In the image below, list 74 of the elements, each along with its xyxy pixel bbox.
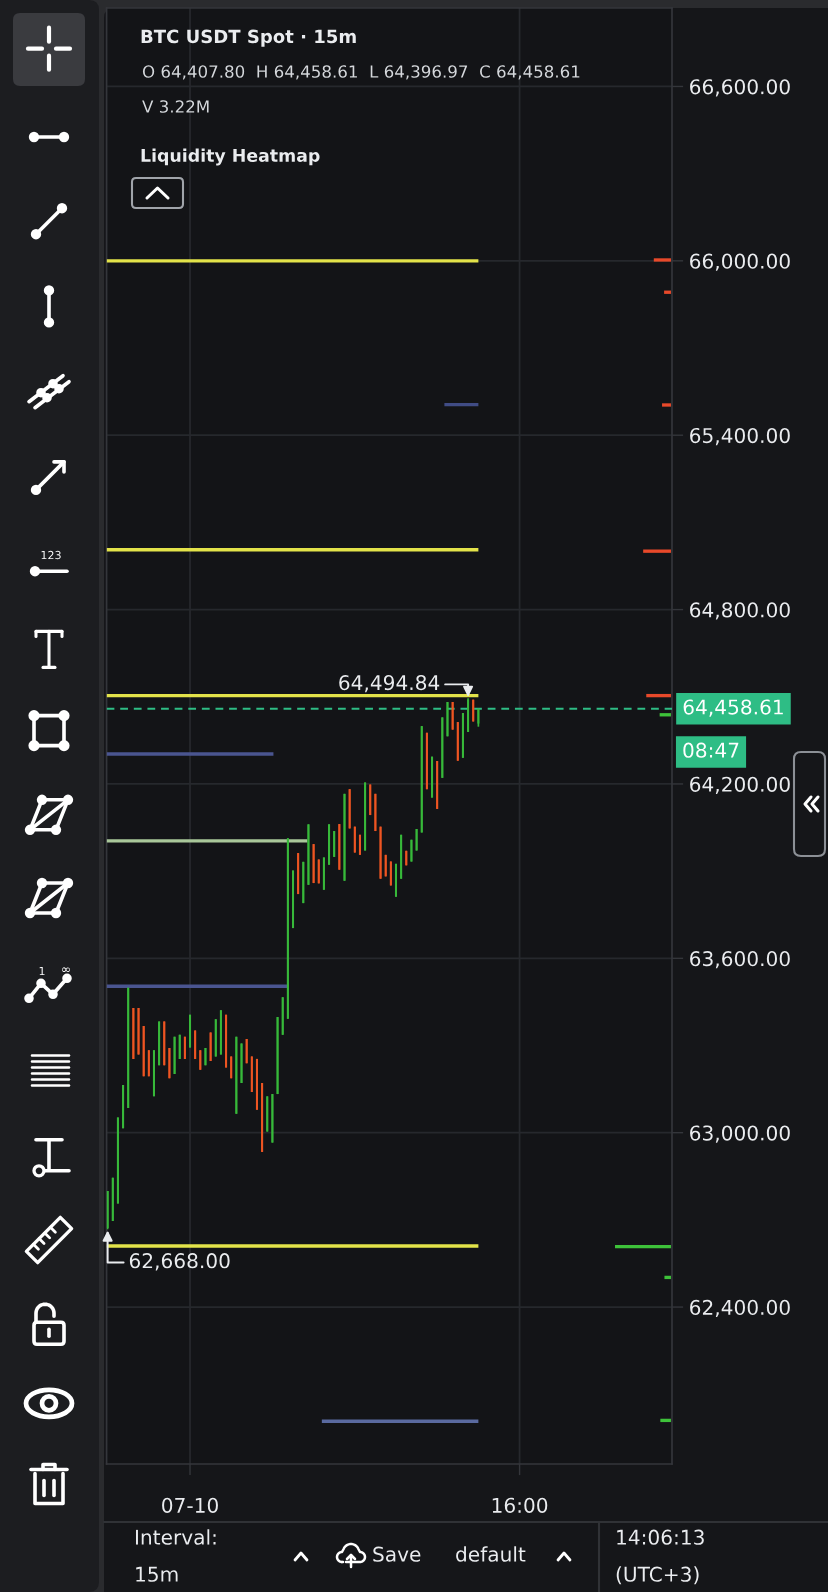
candlestick	[106, 1190, 109, 1231]
candlestick	[477, 707, 480, 728]
candlestick	[348, 788, 351, 830]
annotation: Liquidity Heatmap	[141, 148, 320, 166]
x-tick-label: 07-10	[162, 1497, 218, 1513]
candlestick	[137, 1007, 140, 1056]
text: 1	[39, 966, 45, 976]
candlestick	[472, 698, 475, 723]
candlestick	[240, 1042, 243, 1084]
candlestick	[235, 1035, 238, 1115]
candlestick	[245, 1038, 248, 1065]
annotation: V 3.22M	[142, 100, 209, 113]
text: 08:47	[683, 742, 739, 758]
text: (UTC+3)	[616, 1566, 699, 1585]
text: 15m	[136, 1566, 178, 1582]
y-tick-label: 64,800.00	[690, 602, 790, 620]
text: ∞	[62, 967, 70, 973]
candlestick	[168, 1047, 171, 1080]
candlestick	[374, 792, 377, 832]
candlestick	[127, 986, 130, 1109]
text: 14:06:13	[617, 1529, 704, 1545]
candlestick	[405, 849, 408, 867]
candlestick	[276, 1016, 279, 1095]
candlestick	[163, 1020, 166, 1067]
candlestick	[451, 701, 454, 731]
candlestick	[410, 838, 413, 863]
candlestick	[302, 861, 305, 904]
candlestick	[384, 854, 387, 878]
candlestick	[333, 830, 336, 858]
candlestick	[214, 1018, 217, 1058]
candlestick	[456, 721, 459, 762]
candlestick	[178, 1033, 181, 1060]
candlestick	[111, 1176, 114, 1222]
candlestick	[441, 716, 444, 779]
candlestick	[281, 996, 284, 1036]
candlestick	[420, 725, 423, 834]
ref-line-label: 64,458.61	[683, 699, 783, 717]
text: Interval:	[135, 1529, 216, 1545]
candlestick	[369, 783, 372, 816]
candlestick	[250, 1055, 253, 1093]
candlestick	[436, 760, 439, 810]
candlestick	[446, 701, 449, 738]
text: 123	[41, 550, 61, 560]
candlestick	[353, 825, 356, 854]
y-tick-label: 63,600.00	[690, 951, 790, 969]
candlestick	[209, 1031, 212, 1062]
y-tick-label: 62,400.00	[690, 1299, 790, 1318]
y-tick-label: 64,200.00	[690, 776, 790, 794]
y-tick-label: 66,600.00	[690, 79, 790, 97]
x-tick-label: 16:00	[492, 1497, 548, 1513]
candlestick	[271, 1093, 274, 1144]
candlestick	[379, 825, 382, 880]
candlestick	[230, 1055, 233, 1080]
candlestick	[142, 1025, 145, 1078]
candlestick	[173, 1035, 176, 1075]
text: O 64,407.80 H 64,458.61 L 64,396.97 C 64,458.61	[142, 65, 580, 80]
candlestick	[199, 1049, 202, 1071]
candlestick	[312, 843, 315, 884]
candlestick	[317, 858, 320, 885]
y-tick-label: 66,000.00	[690, 253, 790, 271]
annotation: 64,494.84	[339, 674, 440, 693]
candlestick	[307, 823, 310, 886]
candlestick	[415, 828, 418, 852]
annotation: 62,668.00	[129, 1253, 230, 1271]
candlestick	[266, 1095, 269, 1133]
candlestick	[132, 1007, 135, 1060]
candlestick	[204, 1047, 207, 1067]
text: Save	[373, 1546, 421, 1562]
candlestick	[343, 792, 346, 882]
candlestick	[338, 823, 341, 871]
text: default	[456, 1546, 526, 1562]
text: BTC USDT Spot · 15m	[141, 29, 356, 47]
y-tick-label: 65,400.00	[690, 427, 790, 446]
y-tick-label: 63,000.00	[690, 1125, 790, 1143]
